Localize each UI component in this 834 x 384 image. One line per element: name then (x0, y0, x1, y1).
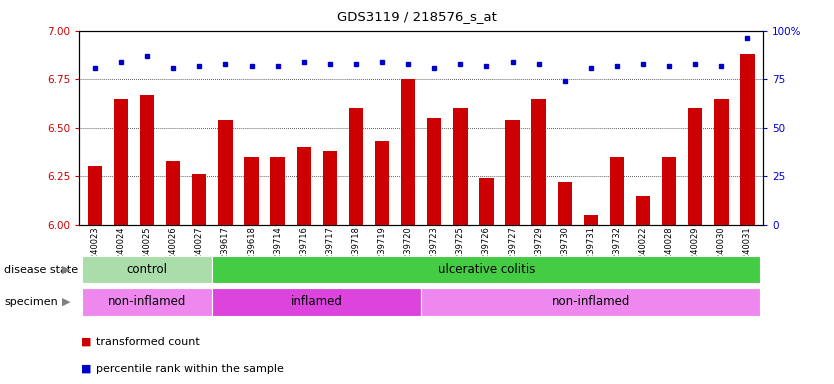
Bar (453, 108, 468, 225)
Text: ■: ■ (81, 337, 92, 347)
Bar (421, 288, 761, 316)
Bar (213, 288, 421, 316)
Text: ▶: ▶ (63, 297, 71, 307)
Text: transformed count: transformed count (96, 337, 199, 347)
Text: GDS3119 / 218576_s_at: GDS3119 / 218576_s_at (337, 10, 497, 23)
Bar (219, 120, 233, 225)
Bar (113, 99, 128, 225)
Text: non-inflamed: non-inflamed (108, 295, 186, 308)
Bar (270, 157, 284, 225)
Bar (82, 288, 213, 316)
Bar (297, 147, 311, 225)
Bar (741, 54, 755, 225)
Bar (688, 108, 702, 225)
Bar (531, 99, 545, 225)
Bar (662, 157, 676, 225)
Text: ▶: ▶ (63, 265, 71, 275)
Bar (401, 79, 415, 225)
Bar (584, 215, 598, 225)
Bar (82, 256, 213, 283)
Bar (610, 157, 624, 225)
Text: ■: ■ (81, 364, 92, 374)
Text: ulcerative colitis: ulcerative colitis (438, 263, 535, 276)
Bar (636, 195, 651, 225)
Text: non-inflamed: non-inflamed (551, 295, 630, 308)
Text: specimen: specimen (4, 297, 58, 307)
Text: inflamed: inflamed (291, 295, 343, 308)
Bar (349, 108, 363, 225)
Bar (166, 161, 180, 225)
Bar (505, 120, 520, 225)
Bar (374, 141, 389, 225)
Bar (714, 99, 729, 225)
Bar (140, 95, 154, 225)
Bar (323, 151, 337, 225)
Text: percentile rank within the sample: percentile rank within the sample (96, 364, 284, 374)
Bar (480, 178, 494, 225)
Bar (213, 256, 761, 283)
Bar (427, 118, 441, 225)
Bar (192, 174, 207, 225)
Text: disease state: disease state (4, 265, 78, 275)
Bar (558, 182, 572, 225)
Bar (88, 167, 102, 225)
Text: control: control (127, 263, 168, 276)
Bar (244, 157, 259, 225)
